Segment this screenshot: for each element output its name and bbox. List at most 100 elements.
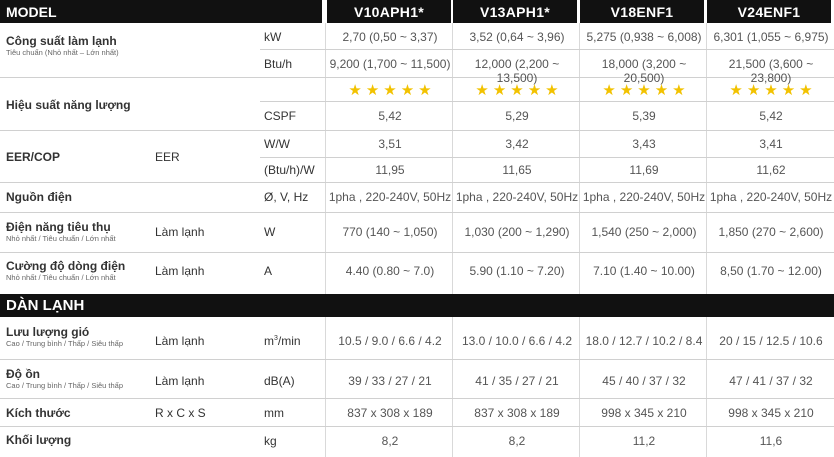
col-sep xyxy=(452,23,453,294)
star-icon: ★ xyxy=(475,82,489,99)
cell-cap-btu-4: 21,500 (3,600 ~ 23,800) xyxy=(728,57,814,85)
dimensions-label: Kích thước xyxy=(6,406,71,420)
eer-cop-label: EER/COP xyxy=(6,150,61,164)
cell-cspf-4: 5,42 xyxy=(759,109,783,123)
power-supply-label: Nguồn điện xyxy=(6,190,72,204)
air-flow-mode: Làm lạnh xyxy=(155,334,205,348)
cell-noise-1: 39 / 33 / 27 / 21 xyxy=(348,374,432,388)
star-icon: ★ xyxy=(654,82,669,99)
unit-btu: Btu/h xyxy=(264,57,293,71)
cell-cspf-2: 5,29 xyxy=(505,109,529,123)
energy-efficiency-label: Hiệu suất năng lượng xyxy=(6,98,131,112)
col-sep xyxy=(706,317,707,457)
current-label: Cường độ dòng điện Nhỏ nhất / Tiêu chuẩn… xyxy=(6,259,126,282)
model-header-4: V24ENF1 xyxy=(707,0,831,23)
cell-size-3: 998 x 345 x 210 xyxy=(601,406,687,420)
star-icon: ★ xyxy=(746,82,761,99)
col-sep xyxy=(579,23,580,294)
noise-mode: Làm lạnh xyxy=(155,374,205,388)
power-consumption-sub: Nhỏ nhất / Tiêu chuẩn / Lớn nhất xyxy=(6,234,116,243)
cell-cap-btu-2: 12,000 (2,200 ~ 13,500) xyxy=(474,57,560,85)
cell-consume-1: 770 (140 ~ 1,050) xyxy=(342,225,438,239)
noise-label: Độ ồn Cao / Trung bình / Thấp / Siêu thấ… xyxy=(6,367,124,390)
cell-eer-btu-4: 11,62 xyxy=(756,163,786,177)
unit-w: W xyxy=(264,225,276,239)
star-icon: ★ xyxy=(729,82,743,99)
cell-power-2: 1pha , 220-240V, 50Hz xyxy=(455,190,579,204)
cell-consume-3: 1,540 (250 ~ 2,000) xyxy=(591,225,697,239)
cell-airflow-1: 10.5 / 9.0 / 6.6 / 4.2 xyxy=(338,334,442,348)
cell-power-3: 1pha , 220-240V, 50Hz xyxy=(582,190,706,204)
rating-stars-3: ★ ★ ★ ★ ★ xyxy=(582,83,706,98)
dimensions-mid: R x C x S xyxy=(155,406,206,420)
cell-eer-ww-3: 3,43 xyxy=(632,137,656,151)
air-flow-sub: Cao / Trung bình / Thấp / Siêu thấp xyxy=(6,339,124,348)
cell-power-4: 1pha , 220-240V, 50Hz xyxy=(709,190,833,204)
noise-sub: Cao / Trung bình / Thấp / Siêu thấp xyxy=(6,381,124,390)
indoor-unit-section-title: DÀN LẠNH xyxy=(0,294,834,317)
cell-noise-4: 47 / 41 / 37 / 32 xyxy=(729,374,813,388)
cell-size-1: 837 x 308 x 189 xyxy=(347,406,433,420)
row-divider xyxy=(0,398,834,399)
star-icon: ★ xyxy=(637,82,651,99)
col-sep xyxy=(579,317,580,457)
unit-cspf: CSPF xyxy=(264,109,297,123)
star-icon: ★ xyxy=(545,82,559,99)
row-divider xyxy=(0,252,834,253)
cell-cap-btu-1: 9,200 (1,700 ~ 11,500) xyxy=(329,57,451,71)
col-sep xyxy=(706,23,707,294)
air-flow-label: Lưu lượng gió Cao / Trung bình / Thấp / … xyxy=(6,325,124,348)
cell-current-1: 4.40 (0.80 ~ 7.0) xyxy=(345,264,435,278)
row-divider xyxy=(260,49,834,50)
star-icon: ★ xyxy=(602,82,616,99)
star-icon: ★ xyxy=(672,82,686,99)
star-icon: ★ xyxy=(365,82,380,99)
cell-cap-btu-3: 18,000 (3,200 ~ 20,500) xyxy=(601,57,687,85)
star-icon: ★ xyxy=(527,82,542,99)
cooling-capacity-label: Công suất làm lạnh Tiêu chuẩn (Nhỏ nhất … xyxy=(6,34,119,57)
star-icon: ★ xyxy=(619,82,634,99)
cell-eer-btu-3: 11,69 xyxy=(629,163,659,177)
row-divider xyxy=(0,212,834,213)
star-icon: ★ xyxy=(781,82,796,99)
model-header-2: V13APH1* xyxy=(453,0,577,23)
star-icon: ★ xyxy=(510,82,524,99)
cell-eer-btu-1: 11,95 xyxy=(375,163,405,177)
model-header-3: V18ENF1 xyxy=(580,0,704,23)
star-icon: ★ xyxy=(492,82,507,99)
row-divider xyxy=(260,157,834,158)
cell-weight-1: 8,2 xyxy=(381,434,399,448)
star-icon: ★ xyxy=(764,82,778,99)
model-header-1: V10APH1* xyxy=(327,0,451,23)
cell-power-1: 1pha , 220-240V, 50Hz xyxy=(328,190,452,204)
star-icon: ★ xyxy=(383,82,397,99)
cell-consume-2: 1,030 (200 ~ 1,290) xyxy=(464,225,570,239)
cell-current-3: 7.10 (1.40 ~ 10.00) xyxy=(593,264,695,278)
cell-cap-kw-4: 6,301 (1,055 ~ 6,975) xyxy=(713,30,829,44)
unit-btu-w: (Btu/h)/W xyxy=(264,163,315,177)
consumption-mode: Làm lạnh xyxy=(155,225,205,239)
cell-weight-2: 8,2 xyxy=(508,434,526,448)
weight-label: Khối lượng xyxy=(6,433,72,447)
unit-m3min: m3/min xyxy=(264,334,301,348)
cell-size-4: 998 x 345 x 210 xyxy=(728,406,814,420)
cell-airflow-2: 13.0 / 10.0 / 6.6 / 4.2 xyxy=(461,334,573,348)
rating-stars-2: ★ ★ ★ ★ ★ xyxy=(455,83,579,98)
row-divider xyxy=(0,77,834,78)
cell-eer-ww-2: 3,42 xyxy=(505,137,529,151)
model-header: MODEL xyxy=(0,0,322,23)
cell-airflow-4: 20 / 15 / 12.5 / 10.6 xyxy=(719,334,823,348)
cell-eer-ww-4: 3,41 xyxy=(759,137,783,151)
cell-cspf-1: 5,42 xyxy=(378,109,402,123)
cell-eer-ww-1: 3,51 xyxy=(378,137,402,151)
cell-eer-btu-2: 11,65 xyxy=(502,163,532,177)
col-sep xyxy=(452,317,453,457)
unit-ww: W/W xyxy=(264,137,290,151)
row-divider xyxy=(0,426,834,427)
unit-kg: kg xyxy=(264,434,277,448)
cell-cap-kw-2: 3,52 (0,64 ~ 3,96) xyxy=(469,30,565,44)
row-divider xyxy=(260,101,834,102)
current-mode: Làm lạnh xyxy=(155,264,205,278)
col-sep xyxy=(325,317,326,457)
unit-kw: kW xyxy=(264,30,282,44)
